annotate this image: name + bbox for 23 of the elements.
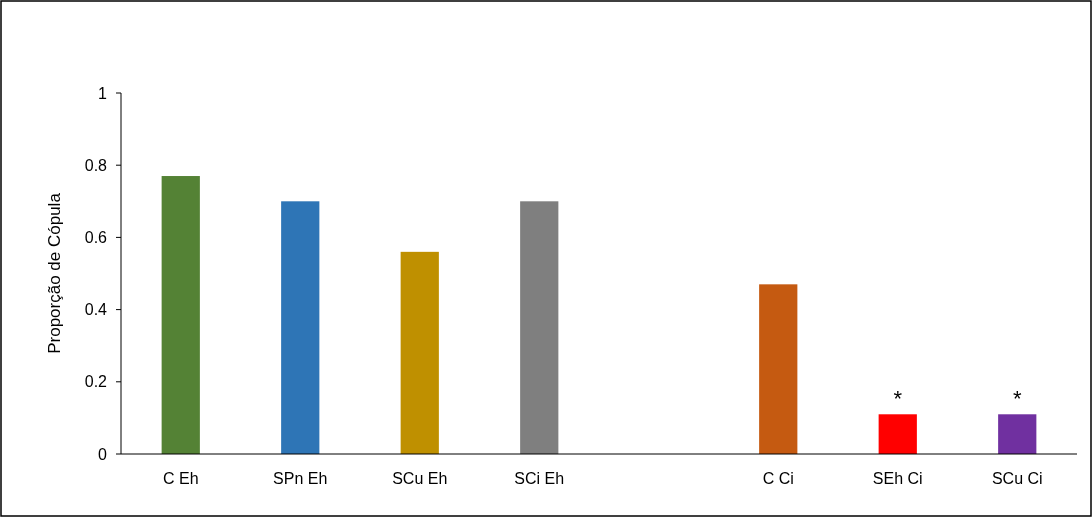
y-tick-label: 0.6 [84, 229, 108, 246]
annotation: * [1012, 386, 1022, 412]
bar [161, 176, 200, 454]
x-tick-label: SEh Ci [872, 470, 923, 487]
y-tick-label: 1 [98, 84, 108, 102]
bar [281, 201, 320, 454]
x-tick-label: SCi Eh [514, 470, 565, 487]
bar [400, 251, 439, 454]
y-tick-label: 0.8 [84, 156, 108, 174]
y-tick-label: 0.4 [84, 301, 108, 319]
y-axis-title: Proporção de Cópula [45, 192, 64, 354]
y-tick-label: 0.2 [84, 373, 108, 391]
bar [878, 414, 917, 454]
x-tick-label: C Ci [762, 470, 794, 487]
bar [759, 284, 798, 454]
x-tick-label: SCu Eh [392, 470, 448, 487]
x-tick-label: C Eh [162, 470, 199, 487]
x-tick-label: SPn Eh [273, 470, 328, 487]
y-tick-label: 0 [98, 445, 108, 463]
bar [520, 201, 559, 454]
bar [998, 414, 1037, 454]
annotation: * [893, 386, 903, 412]
x-tick-label: SCu Ci [991, 470, 1043, 487]
